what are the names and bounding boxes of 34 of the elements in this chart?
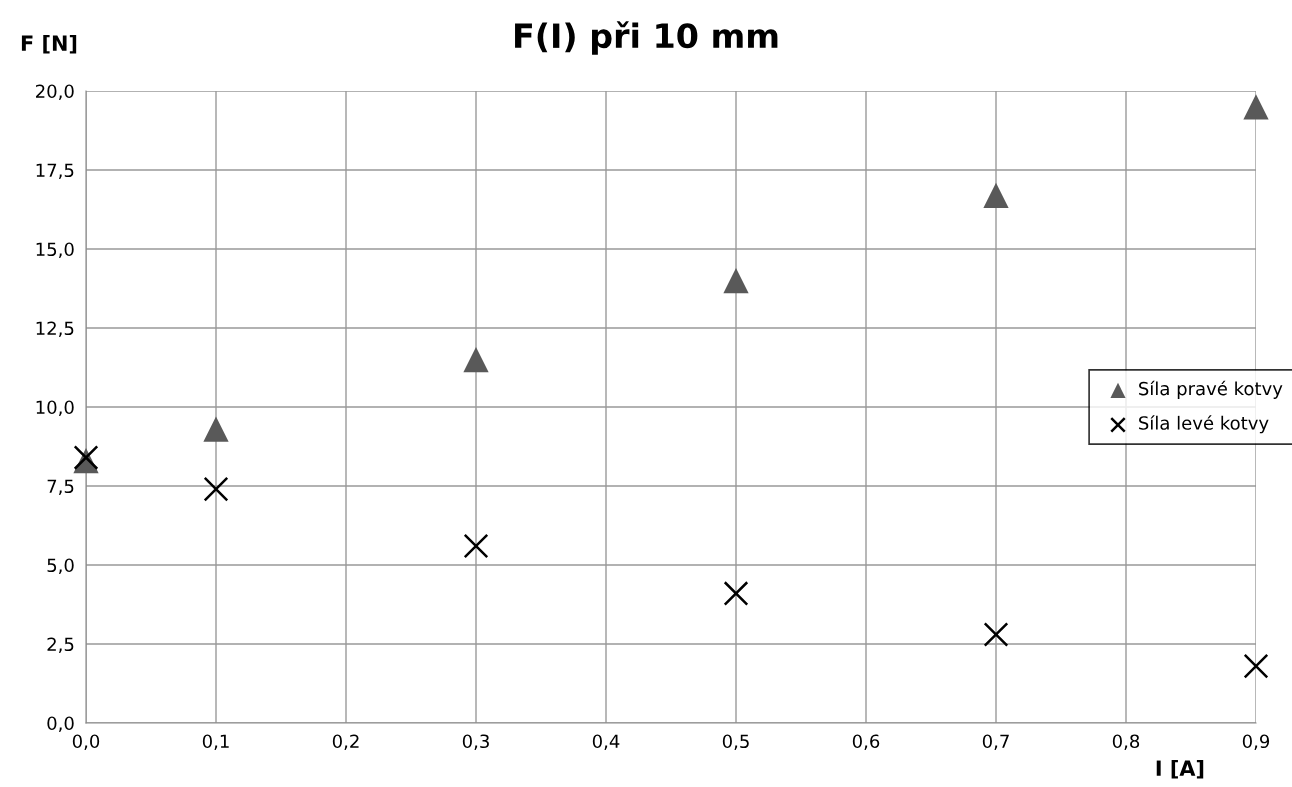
x-tick-label: 0,5 bbox=[722, 734, 749, 750]
y-tick-label: 15,0 bbox=[36, 242, 74, 258]
point bbox=[983, 182, 1009, 208]
point bbox=[463, 533, 489, 559]
point bbox=[1243, 653, 1269, 679]
x-tick-label: 0,3 bbox=[462, 734, 489, 750]
y-tick-label: 2,5 bbox=[47, 637, 74, 653]
x-tick-label: 0,6 bbox=[852, 734, 880, 750]
x-tick-label: 0,0 bbox=[72, 734, 100, 750]
point bbox=[203, 476, 229, 502]
legend-label: Síla levé kotvy bbox=[1139, 415, 1269, 434]
point bbox=[723, 267, 749, 294]
y-axis-title: F [N] bbox=[21, 34, 77, 54]
y-tick-label: 20,0 bbox=[36, 84, 74, 100]
point bbox=[983, 622, 1009, 647]
y-tick-label: 0,0 bbox=[47, 716, 74, 732]
point bbox=[1243, 94, 1269, 120]
x-tick-label: 0,8 bbox=[1112, 734, 1140, 750]
x-tick-label: 0,7 bbox=[982, 734, 1009, 750]
y-tick-label: 10,0 bbox=[36, 400, 74, 416]
y-tick-label: 5,0 bbox=[47, 558, 74, 574]
legend-label: Síla pravé kotvy bbox=[1139, 380, 1283, 399]
point bbox=[723, 580, 749, 606]
x-axis-title: I [A] bbox=[1156, 759, 1204, 779]
y-tick-label: 17,5 bbox=[36, 163, 74, 179]
x-tick-label: 0,1 bbox=[202, 734, 229, 750]
point bbox=[203, 416, 229, 442]
y-tick-label: 7,5 bbox=[47, 479, 74, 495]
point bbox=[463, 346, 489, 373]
x-tick-label: 0,9 bbox=[1242, 734, 1270, 750]
y-tick-label: 12,5 bbox=[36, 321, 74, 337]
x-tick-label: 0,2 bbox=[332, 734, 359, 750]
x-tick-label: 0,4 bbox=[592, 734, 620, 750]
chart-title: F(I) při 10 mm bbox=[515, 21, 778, 55]
